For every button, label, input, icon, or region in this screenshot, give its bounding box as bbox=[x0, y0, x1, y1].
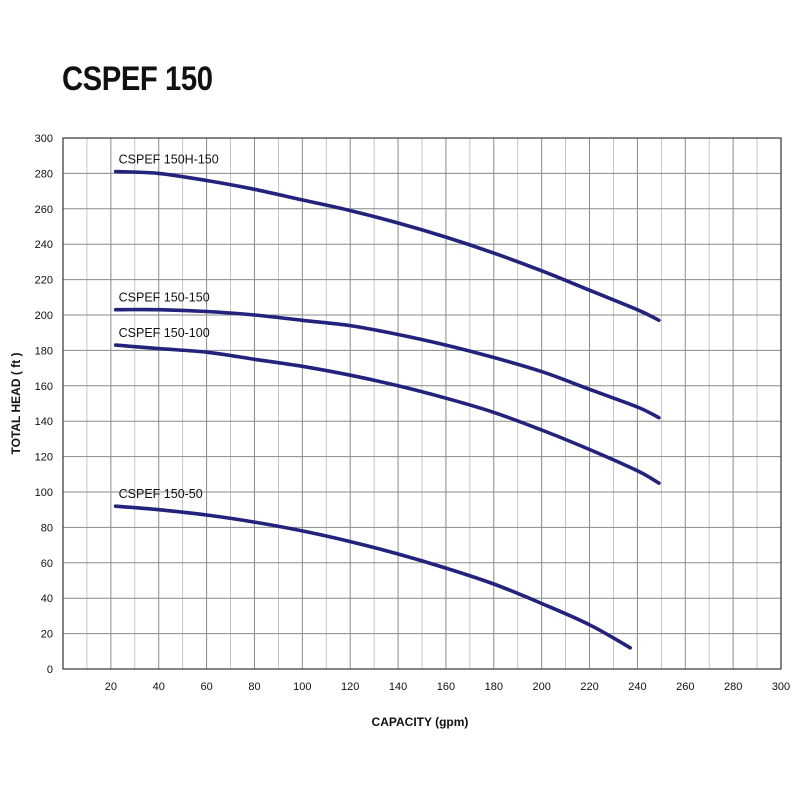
x-tick-label: 140 bbox=[389, 681, 407, 693]
series-line bbox=[113, 343, 661, 485]
series-label: CSPEF 150H-150 bbox=[119, 153, 219, 167]
y-tick-label: 40 bbox=[41, 593, 53, 605]
plot-frame bbox=[62, 137, 782, 670]
y-tick-label: 300 bbox=[35, 133, 53, 145]
y-tick-label: 240 bbox=[35, 239, 53, 251]
y-tick-label: 220 bbox=[35, 275, 53, 287]
x-tick-label: 60 bbox=[200, 681, 212, 693]
y-tick-label: 60 bbox=[41, 558, 53, 570]
x-tick-label: 220 bbox=[580, 681, 598, 693]
x-tick-label: 280 bbox=[724, 681, 742, 693]
chart-title: CSPEF 150 bbox=[62, 60, 213, 98]
x-tick-label: 120 bbox=[341, 681, 359, 693]
y-tick-label: 140 bbox=[35, 416, 53, 428]
y-tick-label: 100 bbox=[35, 487, 53, 499]
series-label: CSPEF 150-150 bbox=[119, 291, 210, 305]
y-tick-label: 280 bbox=[35, 168, 53, 180]
x-tick-label: 180 bbox=[485, 681, 503, 693]
y-tick-label: 0 bbox=[47, 664, 53, 676]
x-tick-label: 160 bbox=[437, 681, 455, 693]
y-tick-label: 200 bbox=[35, 310, 53, 322]
series-line bbox=[113, 307, 661, 420]
x-tick-label: 100 bbox=[293, 681, 311, 693]
x-tick-label: 20 bbox=[105, 681, 117, 693]
series-label: CSPEF 150-50 bbox=[119, 487, 203, 501]
y-tick-label: 120 bbox=[35, 452, 53, 464]
series-line bbox=[113, 169, 661, 323]
y-tick-label: 20 bbox=[41, 629, 53, 641]
x-tick-label: 240 bbox=[628, 681, 646, 693]
y-axis-title: TOTAL HEAD ( ft ) bbox=[9, 353, 23, 455]
y-tick-label: 260 bbox=[35, 204, 53, 216]
y-tick-label: 80 bbox=[41, 522, 53, 534]
x-tick-label: 80 bbox=[248, 681, 260, 693]
x-tick-label: 300 bbox=[772, 681, 790, 693]
series-label: CSPEF 150-100 bbox=[119, 326, 210, 340]
x-axis-title: CAPACITY (gpm) bbox=[372, 715, 469, 729]
x-tick-label: 40 bbox=[153, 681, 165, 693]
x-tick-label: 260 bbox=[676, 681, 694, 693]
x-tick-label: 200 bbox=[532, 681, 550, 693]
y-tick-label: 180 bbox=[35, 345, 53, 357]
series-line bbox=[113, 504, 632, 650]
y-tick-label: 160 bbox=[35, 381, 53, 393]
